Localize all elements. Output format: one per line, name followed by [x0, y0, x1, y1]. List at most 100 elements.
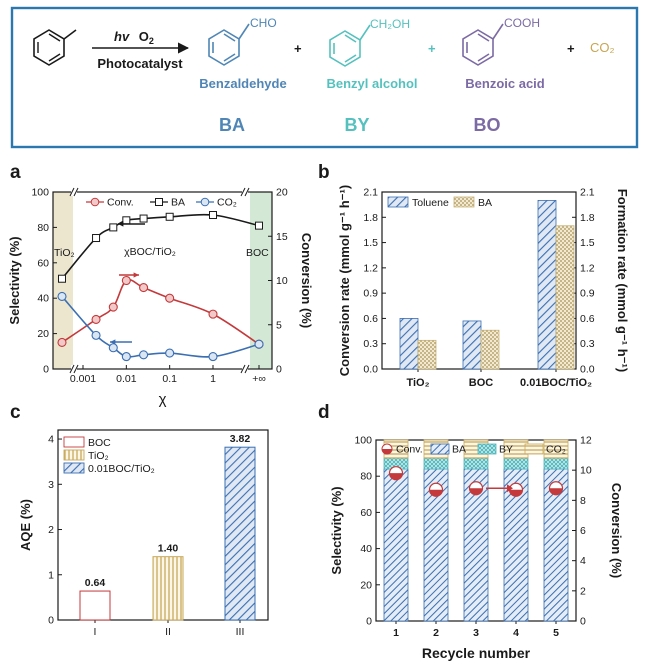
ytick-left-label: 100	[354, 435, 372, 447]
legend-label-2: 0.01BOC/TiO₂	[88, 463, 155, 475]
ytick-right-label: 12	[580, 435, 592, 447]
xtick-label: TiO₂	[406, 377, 429, 389]
ytick-right-label: 8	[580, 495, 586, 507]
chart-panel-a: 0 20 40 60 80 100 0 5 10 15 20 0.001 0.01 0.1 1 +∞ Selec…	[7, 187, 314, 409]
series-0-point	[139, 283, 149, 293]
axis-break-mark	[244, 364, 250, 374]
legend-label: BY	[499, 444, 513, 456]
ytick-left-label: 20	[360, 579, 372, 591]
series-1-point	[165, 212, 174, 221]
benzaldehyde-structure	[208, 23, 250, 66]
chart-panel-b: 0.0 0.0 0.3 0.3 0.6 0.6 0.9 0.9 1.2 1.2 1.5 1.5 1.8 1…	[337, 185, 630, 389]
panel-letter-b: b	[318, 162, 330, 183]
ytick-right-label: 5	[276, 319, 282, 331]
xtick-label: 2	[433, 627, 439, 639]
legend-label: CO₂	[546, 444, 566, 456]
xtick-label: 0.01	[116, 373, 137, 385]
toluene-structure	[33, 29, 77, 66]
series-1-point	[255, 221, 263, 230]
benzyl-alcohol-abbr: BY	[344, 115, 369, 135]
stacked-bar-by	[423, 457, 449, 470]
ylabel-right: Formation rate (mmol g⁻¹ h⁻¹)	[615, 189, 630, 372]
xtick-label: II	[165, 626, 171, 638]
series-0-point	[165, 293, 175, 303]
legend-label-0: Toluene	[412, 197, 449, 209]
co2-axis-arrow-head	[110, 339, 116, 345]
legend-swatch	[524, 443, 544, 455]
ytick-left-label: 0.3	[363, 338, 378, 350]
series-2-point	[57, 291, 67, 301]
xtick-label: 3	[473, 627, 479, 639]
legend-label-1: TiO₂	[88, 450, 109, 462]
legend-label: Conv.	[396, 444, 423, 456]
ytick-right-label: 0.6	[580, 313, 595, 325]
data-label: 0.64	[85, 577, 106, 589]
axis-break-mark	[69, 187, 75, 197]
panel-letter-a: a	[10, 162, 21, 183]
ylabel-right: Conversion (%)	[299, 233, 314, 328]
data-label: 1.40	[158, 543, 179, 555]
ylabel-right: Conversion (%)	[609, 483, 624, 578]
ytick-left-label: 1.5	[363, 237, 378, 249]
series-2-point	[254, 339, 264, 349]
axis-break-mark	[240, 187, 246, 197]
stacked-bar-by	[543, 457, 569, 470]
legend-marker-1	[155, 198, 163, 206]
benzyl-alcohol-name: Benzyl alcohol	[326, 76, 417, 91]
ytick-left-label: 0.9	[363, 288, 378, 300]
stacked-bar-by	[503, 457, 529, 470]
benzoic-acid-formula: COOH	[504, 16, 540, 30]
legend-label-0: BOC	[88, 437, 111, 449]
ytick-right-label: 2	[580, 585, 586, 597]
axis-break-mark	[240, 364, 246, 374]
ytick-label: 1	[48, 569, 54, 581]
benzoic-acid-name: Benzoic acid	[465, 76, 545, 91]
ba-axis-arrow-head	[118, 221, 124, 227]
series-0-point	[121, 275, 131, 286]
conv-point-fill	[549, 488, 563, 495]
legend-marker-conv-fill	[382, 449, 392, 454]
ytick-label: 4	[48, 434, 54, 446]
series-1-point	[139, 214, 148, 223]
benzyl-alcohol-formula: CH₂OH	[370, 17, 410, 31]
ytick-left-label: 40	[37, 293, 49, 305]
region-label-tio2: TiO₂	[54, 247, 75, 259]
stacked-bar-ba	[383, 468, 409, 622]
plus-sign-2: +	[428, 41, 436, 56]
panel-letter-c: c	[10, 402, 21, 423]
ytick-left-label: 0	[43, 364, 49, 376]
axis-break-mark	[73, 364, 79, 374]
ytick-left-label: 1.8	[363, 212, 378, 224]
axis-break-gap	[71, 188, 77, 196]
benzyl-alcohol-structure	[329, 24, 371, 67]
chart-panel-c: 0 1 2 3 4 I 0.64 II 1.40 III 3.82 AQE (%) BOCTiO₂0.0…	[18, 429, 269, 638]
conv-point-fill	[509, 489, 523, 497]
stacked-bar-by	[463, 457, 489, 470]
xlabel: Recycle number	[422, 645, 531, 661]
region-label-boc: BOC	[246, 247, 269, 259]
conv-axis-arrow-head	[507, 484, 513, 493]
xtick-label: 1	[210, 373, 216, 385]
stacked-bar-co2	[543, 439, 569, 459]
series-line-0	[61, 278, 260, 345]
ytick-left-label: 80	[360, 471, 372, 483]
xtick-label: +∞	[252, 373, 266, 385]
benzaldehyde-abbr: BA	[219, 115, 245, 135]
co2-product: CO₂	[590, 40, 615, 55]
data-label: 3.82	[230, 433, 251, 445]
series-1-point	[92, 234, 101, 243]
plus-sign-3: +	[567, 41, 575, 56]
ylabel-left: Conversion rate (mmol g⁻¹ h⁻¹)	[337, 185, 352, 376]
boc-region	[250, 192, 272, 369]
series-2-point	[165, 348, 175, 358]
ytick-label: 2	[48, 524, 54, 536]
conv-axis-arrow-head	[133, 272, 139, 278]
series-1-point	[109, 223, 118, 232]
series-1-point	[209, 211, 217, 220]
benzaldehyde-formula: CHO	[250, 16, 277, 30]
ytick-left-label: 80	[37, 222, 49, 234]
legend-swatch-2	[63, 462, 85, 474]
aqe-bar	[152, 556, 184, 621]
ytick-left-label: 2.1	[363, 187, 378, 199]
